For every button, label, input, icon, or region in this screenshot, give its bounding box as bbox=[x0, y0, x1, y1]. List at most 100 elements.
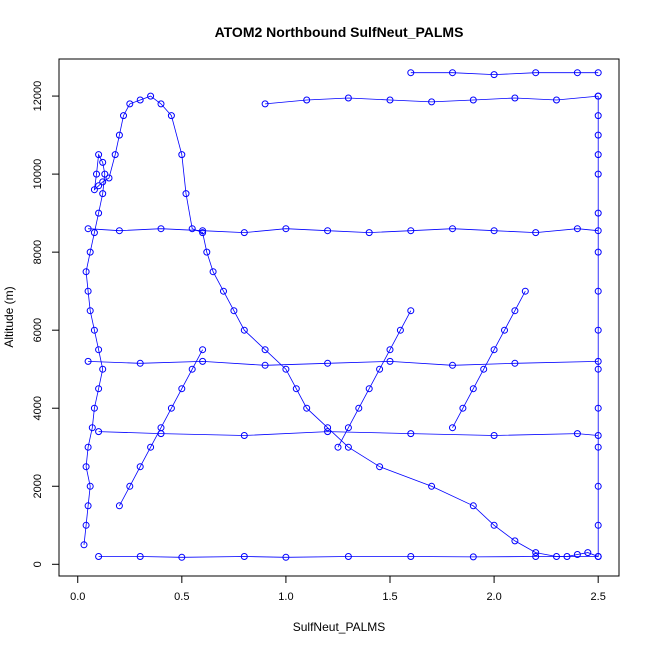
data-point bbox=[95, 209, 103, 217]
data-point bbox=[182, 190, 190, 198]
data-point bbox=[99, 178, 107, 186]
data-point bbox=[334, 443, 342, 451]
data-point bbox=[344, 443, 352, 451]
data-point bbox=[594, 170, 602, 178]
series-4 bbox=[407, 69, 602, 79]
data-point bbox=[344, 553, 352, 560]
y-axis: 0 2000 4000 6000 8000 10000 12000 bbox=[32, 81, 60, 567]
data-point bbox=[594, 326, 602, 334]
data-point bbox=[469, 96, 477, 104]
x-tick-label: 2.5 bbox=[591, 591, 606, 603]
data-point bbox=[532, 549, 540, 557]
series-5 bbox=[84, 225, 602, 237]
data-point bbox=[84, 502, 92, 510]
data-point bbox=[82, 463, 90, 471]
data-point bbox=[303, 96, 311, 104]
data-point bbox=[157, 424, 165, 432]
data-point bbox=[261, 100, 269, 108]
data-point bbox=[407, 553, 415, 560]
data-point bbox=[178, 151, 186, 159]
data-point bbox=[365, 385, 373, 393]
data-point bbox=[86, 482, 94, 490]
data-point bbox=[594, 404, 602, 412]
data-point bbox=[573, 430, 581, 438]
y-tick-label: 0 bbox=[32, 561, 44, 567]
data-point bbox=[594, 432, 602, 439]
data-point bbox=[136, 359, 144, 367]
data-point bbox=[396, 326, 404, 334]
data-point bbox=[240, 326, 248, 334]
data-point bbox=[324, 428, 332, 436]
data-point bbox=[490, 521, 498, 529]
data-point bbox=[282, 553, 290, 561]
data-point bbox=[511, 359, 519, 367]
data-point bbox=[428, 98, 436, 106]
data-point bbox=[449, 361, 456, 369]
data-point bbox=[594, 287, 602, 295]
data-point bbox=[407, 307, 415, 315]
data-point bbox=[376, 365, 384, 373]
data-point bbox=[199, 357, 207, 365]
data-point bbox=[449, 424, 456, 432]
data-point bbox=[178, 553, 186, 561]
data-point bbox=[111, 151, 119, 159]
data-point bbox=[99, 365, 107, 373]
data-point bbox=[101, 170, 109, 178]
data-point bbox=[490, 432, 498, 439]
data-point bbox=[95, 553, 103, 560]
data-point bbox=[376, 463, 384, 471]
data-point bbox=[84, 443, 92, 451]
data-point bbox=[80, 541, 88, 549]
data-point bbox=[95, 346, 103, 354]
series-6-line bbox=[98, 431, 599, 436]
data-point bbox=[126, 100, 134, 108]
series-6 bbox=[95, 428, 602, 439]
data-point bbox=[282, 225, 290, 233]
data-point bbox=[203, 248, 211, 256]
data-point bbox=[199, 346, 207, 354]
series-7 bbox=[84, 357, 602, 369]
data-point bbox=[282, 365, 290, 373]
data-point bbox=[120, 112, 127, 120]
series-9 bbox=[334, 307, 415, 451]
data-point bbox=[240, 229, 248, 237]
data-point bbox=[136, 96, 144, 104]
data-point bbox=[261, 361, 269, 369]
data-point bbox=[386, 96, 394, 104]
data-point bbox=[136, 463, 144, 471]
data-point bbox=[501, 326, 508, 334]
data-point bbox=[386, 346, 394, 354]
data-point bbox=[324, 424, 332, 432]
series-2-line bbox=[98, 556, 599, 558]
data-point bbox=[82, 268, 90, 276]
data-point bbox=[490, 71, 498, 79]
data-point bbox=[490, 227, 498, 235]
data-point bbox=[449, 69, 456, 77]
series-9-line bbox=[337, 310, 412, 448]
data-point bbox=[521, 287, 529, 295]
data-point bbox=[407, 69, 415, 77]
data-layer bbox=[80, 69, 602, 561]
data-point bbox=[594, 248, 602, 256]
data-point bbox=[480, 365, 488, 373]
data-point bbox=[86, 248, 94, 256]
series-10-line bbox=[452, 291, 526, 428]
data-point bbox=[324, 359, 332, 367]
data-point bbox=[469, 553, 477, 561]
data-point bbox=[553, 96, 560, 104]
data-point bbox=[594, 482, 602, 490]
data-point bbox=[355, 404, 363, 412]
y-tick-label: 4000 bbox=[32, 396, 44, 420]
data-point bbox=[573, 69, 581, 77]
data-point bbox=[407, 227, 415, 235]
data-point bbox=[573, 551, 581, 558]
data-point bbox=[167, 404, 175, 412]
data-point bbox=[86, 307, 94, 315]
data-point bbox=[90, 404, 98, 412]
data-point bbox=[365, 229, 373, 237]
series-1-line bbox=[83, 95, 599, 558]
data-point bbox=[449, 225, 456, 233]
x-tick-label: 2.0 bbox=[486, 591, 501, 603]
